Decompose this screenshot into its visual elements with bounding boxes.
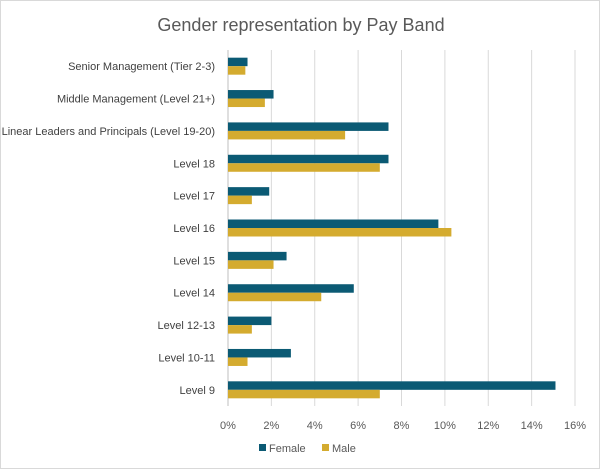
bar-female <box>228 284 354 293</box>
bar-female <box>228 154 389 164</box>
bar-female <box>228 219 439 228</box>
y-tick-label: Level 9 <box>180 385 215 397</box>
x-tick-label: 6% <box>350 420 366 432</box>
bar-male <box>228 66 246 75</box>
bar-male <box>228 130 346 140</box>
bar-female <box>228 251 287 261</box>
x-tick-label: 14% <box>521 420 543 432</box>
bar-male <box>228 325 252 334</box>
bar-male <box>228 357 248 366</box>
x-tick-label: 2% <box>263 420 279 432</box>
x-tick-label: 10% <box>434 420 456 432</box>
y-tick-label: Level 12-13 <box>158 320 216 332</box>
bar-male <box>228 163 380 172</box>
legend-swatch-female <box>259 444 266 451</box>
legend-label-male: Male <box>332 443 356 455</box>
bar-female <box>228 122 389 131</box>
y-tick-label: Level 16 <box>173 223 215 235</box>
bar-female <box>228 381 556 390</box>
x-tick-label: 8% <box>394 420 410 432</box>
y-tick-label: Level 17 <box>173 191 215 203</box>
bar-female <box>228 57 248 67</box>
bar-male <box>228 292 322 302</box>
bar-female <box>228 316 272 326</box>
x-tick-label: 16% <box>564 420 586 432</box>
bar-male <box>228 389 380 399</box>
bar-female <box>228 90 274 99</box>
bar-male <box>228 98 265 108</box>
legend-swatch-male <box>322 444 329 451</box>
y-tick-label: Linear Leaders and Principals (Level 19-… <box>2 126 215 138</box>
bar-male <box>228 195 252 205</box>
y-tick-label: Middle Management (Level 21+) <box>57 94 215 106</box>
y-tick-label: Level 10-11 <box>158 352 215 364</box>
bar-male <box>228 228 452 237</box>
x-tick-label: 0% <box>220 420 236 432</box>
bar-male <box>228 260 274 269</box>
bar-female <box>228 348 291 358</box>
x-tick-label: 4% <box>307 420 323 432</box>
y-tick-label: Level 14 <box>173 288 215 300</box>
chart-title: Gender representation by Pay Band <box>157 15 444 35</box>
bar-female <box>228 187 270 196</box>
y-tick-label: Senior Management (Tier 2-3) <box>68 61 215 73</box>
x-tick-label: 12% <box>477 420 499 432</box>
legend-label-female: Female <box>269 443 306 455</box>
y-tick-label: Level 18 <box>173 158 215 170</box>
y-tick-label: Level 15 <box>173 255 215 267</box>
